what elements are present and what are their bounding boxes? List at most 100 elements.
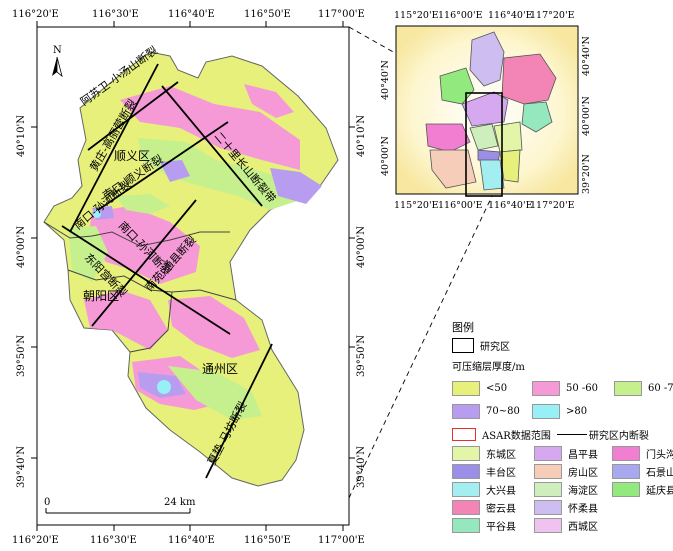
inset-top-tick-label: 117°20'E [530, 10, 575, 21]
zone-50-60 [84, 290, 168, 350]
district-swatch [534, 518, 562, 533]
class-swatch [452, 404, 480, 419]
legend-district-row: 大兴县 海淀区 延庆县 [452, 482, 673, 497]
study-area-label: 研究区 [480, 342, 510, 353]
class-swatch [532, 404, 560, 419]
top-tick-label: 116°50'E [244, 9, 291, 20]
left-tick-label: 40°10'N [16, 115, 27, 157]
left-tick-label: 39°50'N [16, 335, 27, 377]
inset-right-tick-label: 40°00'N [581, 96, 592, 136]
class-label: >80 [566, 406, 588, 417]
bottom-tick-label: 116°50'E [244, 535, 291, 546]
legend-lines-row: ASAR数据范围 研究区内断裂 [452, 427, 649, 442]
legend-class-row: <50 50 -60 60 -70 [452, 381, 673, 396]
right-tick-label: 39°40'N [356, 446, 367, 488]
legend-class-row: 70~80 >80 [452, 404, 587, 419]
class-label: 70~80 [486, 406, 520, 417]
inset-bottom-tick-label: 115°20'E [394, 200, 439, 211]
district-label: 怀柔县 [568, 504, 598, 515]
district-label: 房山区 [568, 468, 598, 479]
scale-start-label: 0 [44, 497, 50, 508]
legend-district-row: 平谷县 西城区 [452, 518, 598, 533]
top-tick-label: 116°40'E [168, 9, 215, 20]
legend-thickness-title: 可压缩层厚度/m [452, 358, 525, 373]
bottom-tick-label: 116°30'E [90, 535, 137, 546]
top-tick-label: 117°00'E [318, 9, 365, 20]
class-swatch [532, 381, 560, 396]
inset-left-tick-label: 40°00'N [380, 136, 391, 176]
inset-bottom-tick-label: 117°20'E [530, 200, 575, 211]
district-swatch [452, 482, 480, 497]
top-tick-label: 116°20'E [12, 9, 59, 20]
legend-district-row: 密云县 怀柔县 [452, 500, 598, 515]
north-arrow-icon: N [52, 45, 63, 78]
right-tick-label: 40°10'N [356, 115, 367, 157]
bottom-tick-label: 116°20'E [12, 535, 59, 546]
inset-top-tick-label: 115°20'E [394, 10, 439, 21]
legend-title: 图例 [452, 319, 474, 335]
district-label: 昌平县 [568, 450, 598, 461]
legend-district-row: 东城区 昌平县 门头沟区 [452, 446, 673, 461]
zone-70-80 [270, 168, 322, 204]
district-label: 石景山区 [646, 468, 673, 479]
inset-top-tick-label: 116°40'E [488, 10, 533, 21]
asar-label: ASAR数据范围 [482, 431, 551, 442]
study-area-swatch [452, 338, 474, 353]
district-label: 平谷县 [486, 522, 516, 533]
district-swatch [612, 446, 640, 461]
zone-50-60 [244, 84, 294, 118]
bottom-tick-label: 116°40'E [168, 535, 215, 546]
district-swatch [452, 518, 480, 533]
top-tick-label: 116°30'E [92, 9, 139, 20]
bottom-tick-label: 117°00'E [318, 535, 365, 546]
zone-50-60 [120, 86, 300, 170]
scale-end-label: 24 km [164, 497, 196, 508]
district-label: 丰台区 [486, 468, 516, 479]
class-swatch [614, 381, 642, 396]
district-label: 西城区 [568, 522, 598, 533]
left-tick-label: 39°40'N [16, 446, 27, 488]
inset-right-tick-label: 40°40'N [581, 36, 592, 76]
district-swatch [534, 464, 562, 479]
district-label: 密云县 [486, 504, 516, 515]
inset-study-area-box [465, 92, 503, 197]
class-label: 60 -70 [648, 383, 673, 394]
class-swatch [452, 381, 480, 396]
legend-study-area: 研究区 [452, 338, 510, 353]
inset-districts [425, 31, 557, 191]
fault-lines [61, 63, 273, 479]
right-tick-label: 40°00'N [356, 226, 367, 268]
inset-bottom-tick-label: 116°40'E [488, 200, 533, 211]
main-map-ticks [31, 21, 355, 531]
district-label: 大兴县 [486, 486, 516, 497]
district-swatch [612, 482, 640, 497]
north-label: N [53, 45, 62, 56]
class-label: <50 [486, 383, 508, 394]
district-swatch [612, 464, 640, 479]
fault-label: 研究区内断裂 [588, 431, 649, 442]
district-label: 门头沟区 [646, 450, 673, 461]
zone-60-70 [168, 366, 262, 420]
district-label: 延庆县 [646, 486, 673, 497]
district-label: 海淀区 [568, 486, 598, 497]
district-boundaries [43, 221, 237, 353]
district-swatch [452, 446, 480, 461]
left-tick-label: 40°00'N [16, 226, 27, 268]
inset-top-tick-label: 116°00'E [438, 10, 483, 21]
inset-left-tick-label: 40°40'N [380, 60, 391, 100]
inset-bottom-tick-label: 116°00'E [438, 200, 483, 211]
zone-50-60 [168, 296, 260, 358]
district-swatch [534, 482, 562, 497]
district-swatch [452, 464, 480, 479]
zone-60-70 [68, 226, 108, 282]
zone-60-70 [116, 194, 170, 214]
zone-over-80 [157, 380, 171, 394]
fault-line-swatch [556, 434, 587, 435]
scale-bar: 0 24 km [44, 497, 196, 514]
right-tick-label: 39°50'N [356, 335, 367, 377]
district-label-chaoyang: 朝阳区 [83, 289, 119, 303]
inset-right-tick-label: 39°20'N [581, 154, 592, 194]
legend-district-row: 丰台区 房山区 石景山区 [452, 464, 673, 479]
